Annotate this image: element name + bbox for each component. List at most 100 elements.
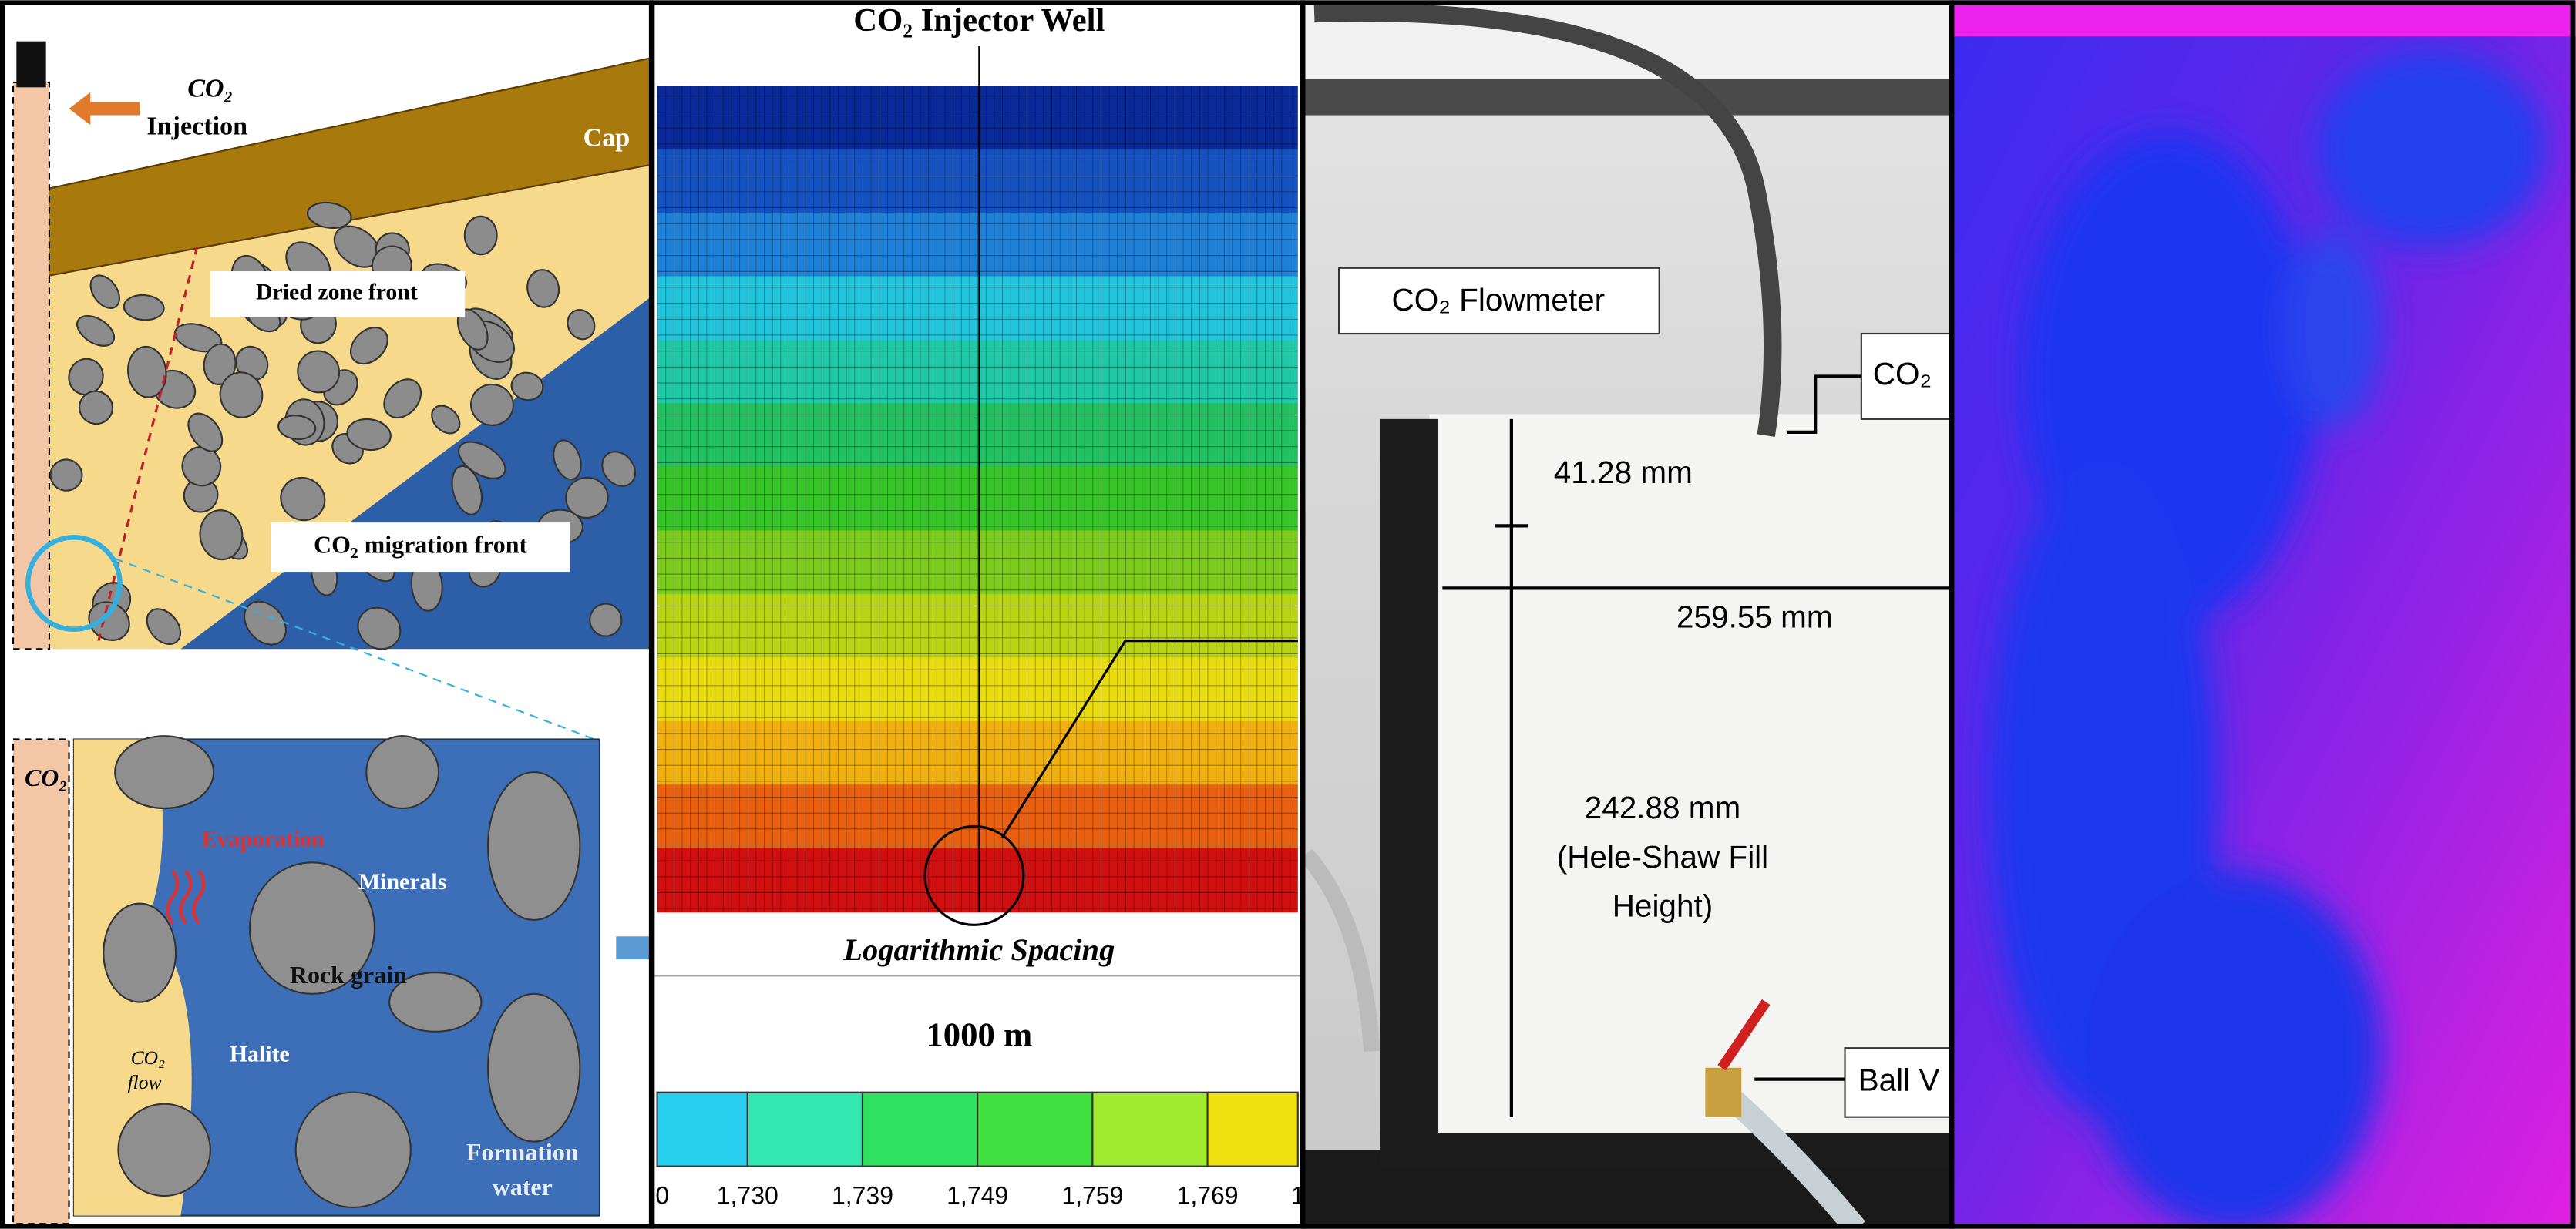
label: Height)	[1613, 888, 1713, 924]
rock-grain	[49, 458, 83, 492]
label: Formation	[466, 1139, 579, 1166]
plume-finger	[2316, 49, 2547, 247]
frame	[1380, 418, 1438, 1167]
rock-grain	[114, 735, 215, 810]
colorbar-cell	[1091, 1091, 1209, 1167]
schematic-panel: CO₂ Injection Cap Dried zone front CO₂ m…	[0, 0, 654, 1229]
label: Evaporation	[201, 826, 325, 851]
rock-grain	[463, 215, 498, 256]
rock-grain	[486, 992, 581, 1143]
label: Minerals	[358, 869, 446, 895]
label: Ball V	[1858, 1063, 1940, 1098]
colorbar-cell	[977, 1091, 1094, 1167]
rock-grain	[451, 465, 483, 515]
rock-grain	[68, 358, 104, 396]
label: Halite	[230, 1042, 290, 1067]
callout-box	[271, 522, 570, 573]
shelf	[1303, 79, 1952, 116]
label: Logarithmic Spacing	[842, 932, 1115, 967]
plume-panel	[1952, 0, 2576, 1229]
rock-grain	[244, 600, 287, 646]
rock-grain	[469, 383, 514, 426]
rock-grain	[365, 735, 440, 810]
rock-grain	[294, 1091, 412, 1208]
colorbar-cell	[1206, 1091, 1299, 1167]
rock-grain	[601, 451, 637, 487]
rock-grain	[127, 345, 167, 398]
pointer	[1787, 374, 1861, 435]
label: 1000 m	[926, 1016, 1032, 1054]
colorbar-tick-label: 0	[655, 1182, 669, 1210]
rock-grain	[357, 606, 402, 650]
rock-grain	[117, 1103, 211, 1197]
inset-well	[12, 738, 70, 1225]
grid-panel: CO₂ Injector Well Logarithmic Spacing 10…	[652, 0, 1305, 1229]
rock-grain	[203, 343, 237, 385]
top-strip	[1952, 0, 2576, 37]
rock-grain	[199, 509, 244, 561]
arrow-stub	[616, 936, 653, 960]
rock-grain	[553, 439, 582, 481]
label: 242.88 mm	[1585, 790, 1741, 825]
rock-grain	[526, 269, 560, 308]
valve	[16, 41, 46, 88]
valve-handle	[1717, 999, 1771, 1071]
plume-finger	[2283, 230, 2383, 428]
rock-grain	[350, 327, 388, 365]
rock-grain	[181, 446, 222, 487]
cable	[1313, 3, 1782, 437]
border	[1949, 0, 2575, 1229]
rock-grain	[458, 441, 506, 479]
label: CO₂	[1873, 356, 1932, 391]
rock-grain	[431, 405, 461, 435]
label: 259.55 mm	[1676, 599, 1833, 635]
colorbar-tick-label: 1,749	[947, 1182, 1008, 1210]
label: Cap	[583, 123, 631, 152]
zoom-line	[1000, 640, 1298, 839]
label: water	[493, 1174, 553, 1200]
zoom-line	[114, 558, 595, 740]
callout-box	[210, 271, 466, 317]
rock-grain	[79, 390, 113, 425]
rock-grain	[76, 314, 116, 347]
label: CO₂	[131, 1046, 166, 1069]
label: Dried zone front	[256, 280, 418, 305]
colorbar-tick-label: 1,769	[1177, 1182, 1239, 1210]
rock-grain	[297, 350, 341, 394]
rock-grain	[146, 608, 182, 645]
rock-grain	[248, 861, 376, 995]
valve	[1705, 1067, 1742, 1117]
label: 41.28 mm	[1554, 455, 1693, 490]
callout-box	[1860, 332, 1961, 420]
rock-grain	[383, 378, 422, 419]
label: Rock grain	[290, 962, 407, 989]
label: (Hele-Shaw Fill	[1557, 839, 1768, 875]
zoom-circle	[923, 824, 1025, 926]
rock-grain	[89, 274, 120, 309]
title: CO₂ Injector Well	[853, 2, 1105, 39]
rock-grain	[307, 201, 352, 230]
colorbar-tick-label: 1,739	[832, 1182, 893, 1210]
label: CO₂	[25, 764, 68, 791]
grid-hlines	[657, 86, 1298, 912]
rock-grain	[123, 294, 165, 321]
rock-grain	[565, 476, 609, 519]
rock-grain	[388, 972, 483, 1033]
colorbar-cell	[746, 1091, 864, 1167]
label: CO₂ migration front	[314, 531, 528, 558]
evaporation-waves	[166, 869, 206, 925]
rock-grain	[346, 418, 392, 452]
label: CO₂ Flowmeter	[1391, 282, 1605, 317]
colorbar-tick-label: 1,730	[717, 1182, 779, 1210]
rock-grain	[567, 309, 596, 341]
frame	[1380, 1133, 1952, 1167]
photo-panel: CO₂ Flowmeter CO₂ 41.28 mm 259.55 mm 242…	[1300, 0, 1961, 1229]
rock-grain	[510, 371, 544, 401]
tube	[1300, 848, 1380, 1053]
label: CO₂	[187, 74, 233, 102]
rock-grain	[219, 371, 264, 418]
rock-grain	[589, 603, 623, 637]
